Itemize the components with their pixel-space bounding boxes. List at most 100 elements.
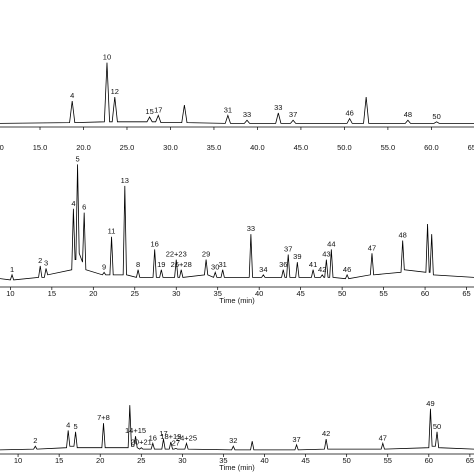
peak-label: 29 (202, 250, 210, 259)
x-tick-label: 10 (6, 289, 14, 298)
peak-label: 37 (284, 245, 292, 254)
peak-label: 32 (229, 436, 237, 445)
peak-label: 50 (432, 112, 440, 121)
peak-label: 3 (44, 258, 48, 267)
peak-label: 34 (259, 265, 267, 274)
peak-label: 27 (172, 438, 180, 447)
peak-label: 5 (73, 422, 77, 431)
peak-label: 33 (274, 103, 282, 112)
x-tick-label: 10 (14, 456, 22, 465)
peak-label: 39 (293, 252, 301, 261)
peak-label: 42 (322, 429, 330, 438)
x-tick-label: 40 (260, 456, 268, 465)
x-axis-label: Time (min) (219, 296, 255, 305)
peak-label: 48 (399, 231, 407, 240)
x-tick-label: 25.0 (120, 143, 135, 152)
x-tick-label: 20.0 (76, 143, 91, 152)
peak-label: 24+25 (176, 433, 197, 442)
peak-label: 46 (345, 109, 353, 118)
peak-label: 42 (318, 265, 326, 274)
peak-label: 44 (327, 239, 335, 248)
x-tick-label: 15 (55, 456, 63, 465)
x-tick-label: 40 (255, 289, 263, 298)
x-tick-label: 60 (425, 456, 433, 465)
x-tick-label: 45.0 (294, 143, 309, 152)
peak-label: 15 (145, 107, 153, 116)
x-tick-label: 50 (342, 456, 350, 465)
peak-label: 2 (33, 436, 37, 445)
peak-label: 5 (75, 154, 79, 163)
peak-label: 7+8 (97, 413, 110, 422)
peak-label: 37 (292, 435, 300, 444)
x-tick-label: 30.0 (163, 143, 178, 152)
x-tick-label: 10.0 (0, 143, 4, 152)
x-tick-label: 65 (466, 456, 474, 465)
peak-label: 10 (103, 53, 111, 62)
peak-label: 33 (247, 224, 255, 233)
peak-label: 46 (343, 265, 351, 274)
peak-label: 31 (224, 105, 232, 114)
trace (0, 164, 474, 281)
x-tick-label: 50 (338, 289, 346, 298)
peak-label: 43 (322, 250, 330, 259)
peak-label: 47 (368, 243, 376, 252)
trace (0, 62, 474, 124)
peak-label: 48 (404, 110, 412, 119)
peak-label: 17 (154, 105, 162, 114)
x-tick-label: 20 (89, 289, 97, 298)
peak-label: 49 (426, 399, 434, 408)
x-tick-label: 15.0 (33, 143, 48, 152)
x-tick-label: 35 (219, 456, 227, 465)
x-tick-label: 65 (462, 289, 470, 298)
peak-label: 19 (157, 260, 165, 269)
peak-label: 4 (71, 199, 75, 208)
x-tick-label: 60 (421, 289, 429, 298)
peak-label: 26+28 (171, 260, 192, 269)
peak-label: 50 (433, 422, 441, 431)
x-tick-label: 15 (48, 289, 56, 298)
peak-label: 11 (108, 227, 116, 236)
x-tick-label: 45 (296, 289, 304, 298)
x-tick-label: 30 (178, 456, 186, 465)
peak-label: 16 (151, 239, 159, 248)
peak-label: 17 (159, 429, 167, 438)
peak-label: 20+21 (131, 438, 152, 447)
peak-label: 9 (102, 262, 106, 271)
peak-label: 4 (70, 91, 74, 100)
x-tick-label: 55 (379, 289, 387, 298)
peak-label: 30 (211, 262, 219, 271)
peak-label: 41 (309, 260, 317, 269)
x-tick-label: 60.0 (424, 143, 439, 152)
x-tick-label: 25 (137, 456, 145, 465)
peak-label: 36 (279, 260, 287, 269)
trace (0, 405, 474, 451)
x-tick-label: 20 (96, 456, 104, 465)
x-tick-label: 35.0 (207, 143, 222, 152)
peak-label: 18+19 (160, 432, 181, 441)
peak-label: 4 (66, 420, 70, 429)
x-tick-label: 30 (172, 289, 180, 298)
peak-label: 33 (243, 110, 251, 119)
peak-label: 31 (219, 260, 227, 269)
x-tick-label: 55 (384, 456, 392, 465)
x-tick-label: 35 (214, 289, 222, 298)
peak-label: 6 (82, 203, 86, 212)
x-tick-label: 45 (301, 456, 309, 465)
peak-label: 16 (149, 433, 157, 442)
peak-label: 14+15 (125, 426, 146, 435)
peak-label: 1 (10, 265, 14, 274)
peak-label: 22+23 (166, 250, 187, 259)
peak-label: 13 (121, 176, 129, 185)
peak-label: 8 (136, 260, 140, 269)
x-tick-label: 50.0 (337, 143, 352, 152)
peak-label: 2 (38, 256, 42, 265)
x-axis-label: Time (min) (219, 463, 255, 472)
peak-label: 47 (379, 433, 387, 442)
x-tick-label: 25 (131, 289, 139, 298)
x-tick-label: 40.0 (250, 143, 265, 152)
peak-label: 12 (111, 87, 119, 96)
x-tick-label: 65.0 (468, 143, 474, 152)
x-tick-label: 55.0 (381, 143, 396, 152)
peak-label: 37 (289, 110, 297, 119)
